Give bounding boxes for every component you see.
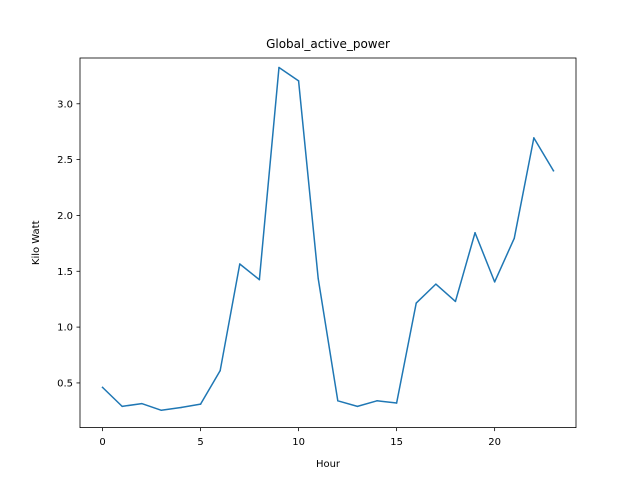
axes-frame bbox=[79, 57, 577, 429]
data-point bbox=[239, 263, 241, 265]
data-point bbox=[395, 402, 398, 404]
data-point bbox=[337, 400, 339, 402]
chart-title: Global_active_power bbox=[266, 37, 390, 51]
y-tick-label: 3.0 bbox=[57, 99, 73, 110]
data-point bbox=[533, 137, 535, 139]
data-point bbox=[552, 170, 555, 172]
data-point bbox=[513, 237, 515, 240]
data-point bbox=[297, 80, 300, 82]
data-point bbox=[160, 409, 163, 412]
x-tick-label: 20 bbox=[488, 437, 501, 448]
data-point bbox=[317, 277, 319, 280]
data-point bbox=[258, 278, 261, 281]
y-tick-label: 1.5 bbox=[57, 267, 73, 278]
x-tick-label: 15 bbox=[390, 437, 403, 448]
y-tick-label: 2.5 bbox=[57, 155, 73, 166]
data-point bbox=[435, 283, 437, 285]
y-axis: 0.5 1.0 1.5 2.0 2.5 3.0 bbox=[57, 99, 80, 390]
data-point bbox=[454, 300, 457, 303]
data-point bbox=[278, 66, 280, 69]
data-point bbox=[180, 406, 182, 409]
data-point bbox=[101, 386, 104, 389]
x-tick-label: 0 bbox=[99, 437, 105, 448]
plot-area bbox=[101, 66, 555, 412]
y-tick-label: 2.0 bbox=[57, 211, 73, 222]
data-point bbox=[121, 405, 123, 408]
x-tick-label: 5 bbox=[197, 437, 203, 448]
data-point bbox=[141, 402, 143, 405]
data-point bbox=[199, 403, 202, 405]
y-tick-label: 1.0 bbox=[57, 323, 73, 334]
data-point bbox=[415, 302, 417, 304]
data-point bbox=[356, 405, 359, 408]
y-tick-label: 0.5 bbox=[57, 379, 73, 390]
series-line bbox=[101, 66, 555, 412]
y-axis-label: Kilo Watt bbox=[31, 220, 42, 265]
data-point bbox=[219, 369, 221, 372]
data-point bbox=[474, 232, 476, 234]
data-point bbox=[493, 281, 496, 283]
x-tick-label: 10 bbox=[292, 437, 305, 448]
data-point bbox=[376, 400, 378, 402]
x-axis: 0 5 10 15 20 bbox=[99, 427, 501, 448]
x-axis-label: Hour bbox=[316, 459, 341, 470]
